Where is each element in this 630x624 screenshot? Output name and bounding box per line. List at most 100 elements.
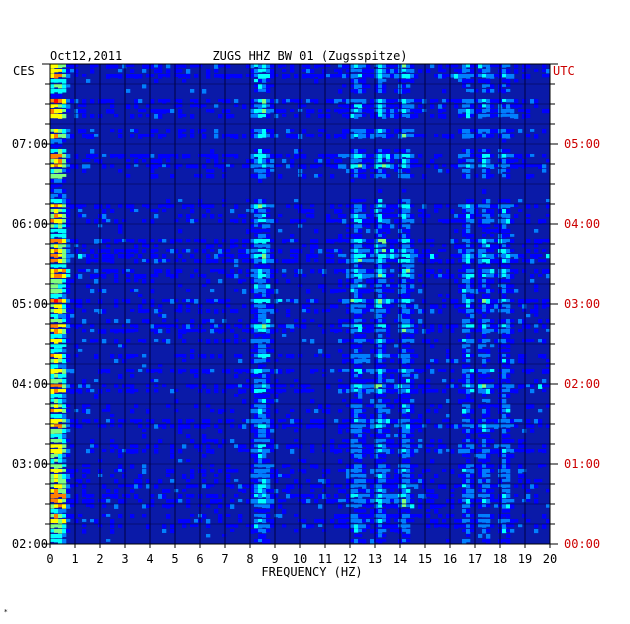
spectrogram-cell [378, 419, 383, 424]
spectrogram-cell [466, 504, 471, 508]
spectrogram-cell [450, 134, 455, 139]
spectrogram-cell [354, 359, 359, 364]
spectrogram-cell [178, 64, 183, 68]
spectrogram-cell [74, 354, 79, 358]
spectrogram-cell [58, 329, 63, 334]
spectrogram-cell [286, 129, 291, 134]
spectrogram-cell [362, 154, 367, 158]
spectrogram-cell [66, 129, 71, 133]
spectrogram-cell [342, 369, 347, 372]
spectrogram-cell [470, 269, 475, 273]
spectrogram-cell [250, 444, 255, 448]
spectrogram-cell [78, 204, 83, 209]
spectrogram-cell [382, 239, 387, 244]
spectrogram-cell [90, 444, 95, 448]
spectrogram-cell [234, 274, 239, 279]
spectrogram-cell [266, 219, 271, 223]
spectrogram-cell [314, 369, 319, 372]
spectrogram-cell [114, 319, 119, 323]
spectrogram-cell [502, 389, 507, 393]
spectrogram-cell [518, 254, 523, 258]
spectrogram-cell [250, 99, 255, 104]
spectrogram-cell [530, 369, 535, 373]
spectrogram-cell [214, 479, 219, 484]
spectrogram-cell [546, 504, 551, 508]
spectrogram-cell [238, 519, 243, 523]
spectrogram-cell [506, 274, 511, 279]
spectrogram-cell [266, 239, 271, 242]
spectrogram-cell [422, 339, 427, 343]
spectrogram-cell [254, 114, 259, 118]
spectrogram-cell [430, 499, 435, 504]
spectrogram-cell [250, 494, 255, 498]
spectrogram-cell [394, 504, 399, 509]
spectrogram-cell [366, 489, 371, 493]
spectrogram-cell [230, 219, 235, 223]
spectrogram-cell [426, 214, 431, 218]
spectrogram-cell [234, 104, 239, 107]
spectrogram-cell [54, 269, 59, 273]
spectrogram-cell [126, 449, 131, 454]
spectrogram-cell [158, 99, 163, 103]
spectrogram-cell [58, 479, 63, 484]
spectrogram-cell [510, 439, 515, 443]
spectrogram-cell [262, 354, 267, 359]
spectrogram-cell [466, 229, 471, 234]
spectrogram-cell [358, 454, 363, 459]
spectrogram-cell [458, 164, 463, 168]
spectrogram-cell [170, 469, 175, 474]
spectrogram-cell [318, 249, 323, 254]
spectrogram-cell [222, 64, 227, 68]
spectrogram-cell [58, 204, 63, 208]
spectrogram-cell [62, 219, 67, 223]
spectrogram-cell [250, 474, 255, 478]
spectrogram-cell [486, 374, 491, 378]
spectrogram-cell [406, 79, 411, 82]
spectrogram-cell [214, 254, 219, 259]
spectrogram-cell [430, 324, 435, 329]
spectrogram-cell [126, 354, 131, 359]
spectrogram-cell [394, 249, 399, 253]
spectrogram-cell [314, 229, 319, 234]
spectrogram-cell [274, 99, 279, 104]
spectrogram-cell [434, 339, 439, 343]
spectrogram-cell [50, 369, 55, 374]
spectrogram-cell [478, 379, 483, 384]
spectrogram-cell [378, 469, 383, 472]
spectrogram-cell [302, 324, 307, 329]
spectrogram-cell [382, 114, 387, 119]
spectrogram-cell [142, 274, 147, 279]
spectrogram-cell [502, 394, 507, 398]
spectrogram-cell [482, 69, 487, 74]
spectrogram-cell [58, 349, 63, 353]
spectrogram-cell [270, 99, 275, 104]
spectrogram-cell [114, 249, 119, 254]
spectrogram-cell [382, 429, 387, 433]
spectrogram-cell [146, 154, 151, 158]
spectrogram-cell [62, 294, 67, 299]
spectrogram-cell [346, 404, 351, 408]
spectrogram-cell [462, 209, 467, 214]
spectrogram-cell [50, 264, 55, 268]
spectrogram-cell [322, 469, 327, 473]
spectrogram-cell [86, 134, 91, 139]
spectrogram-cell [58, 319, 63, 323]
spectrogram-cell [174, 99, 179, 103]
spectrogram-cell [518, 154, 523, 159]
spectrogram-cell [410, 114, 415, 119]
spectrogram-cell [402, 344, 407, 348]
spectrogram-cell [294, 439, 299, 442]
spectrogram-cell [262, 514, 267, 518]
spectrogram-cell [274, 409, 279, 414]
spectrogram-cell [438, 204, 443, 209]
spectrogram-cell [502, 424, 507, 428]
spectrogram-cell [282, 464, 287, 468]
spectrogram-cell [82, 309, 87, 313]
spectrogram-cell [354, 324, 359, 328]
spectrogram-cell [422, 479, 427, 484]
spectrogram-cell [158, 69, 163, 74]
spectrogram-cell [354, 404, 359, 408]
spectrogram-cell [50, 364, 55, 369]
spectrogram-cell [466, 199, 471, 204]
spectrogram-cell [230, 74, 235, 78]
